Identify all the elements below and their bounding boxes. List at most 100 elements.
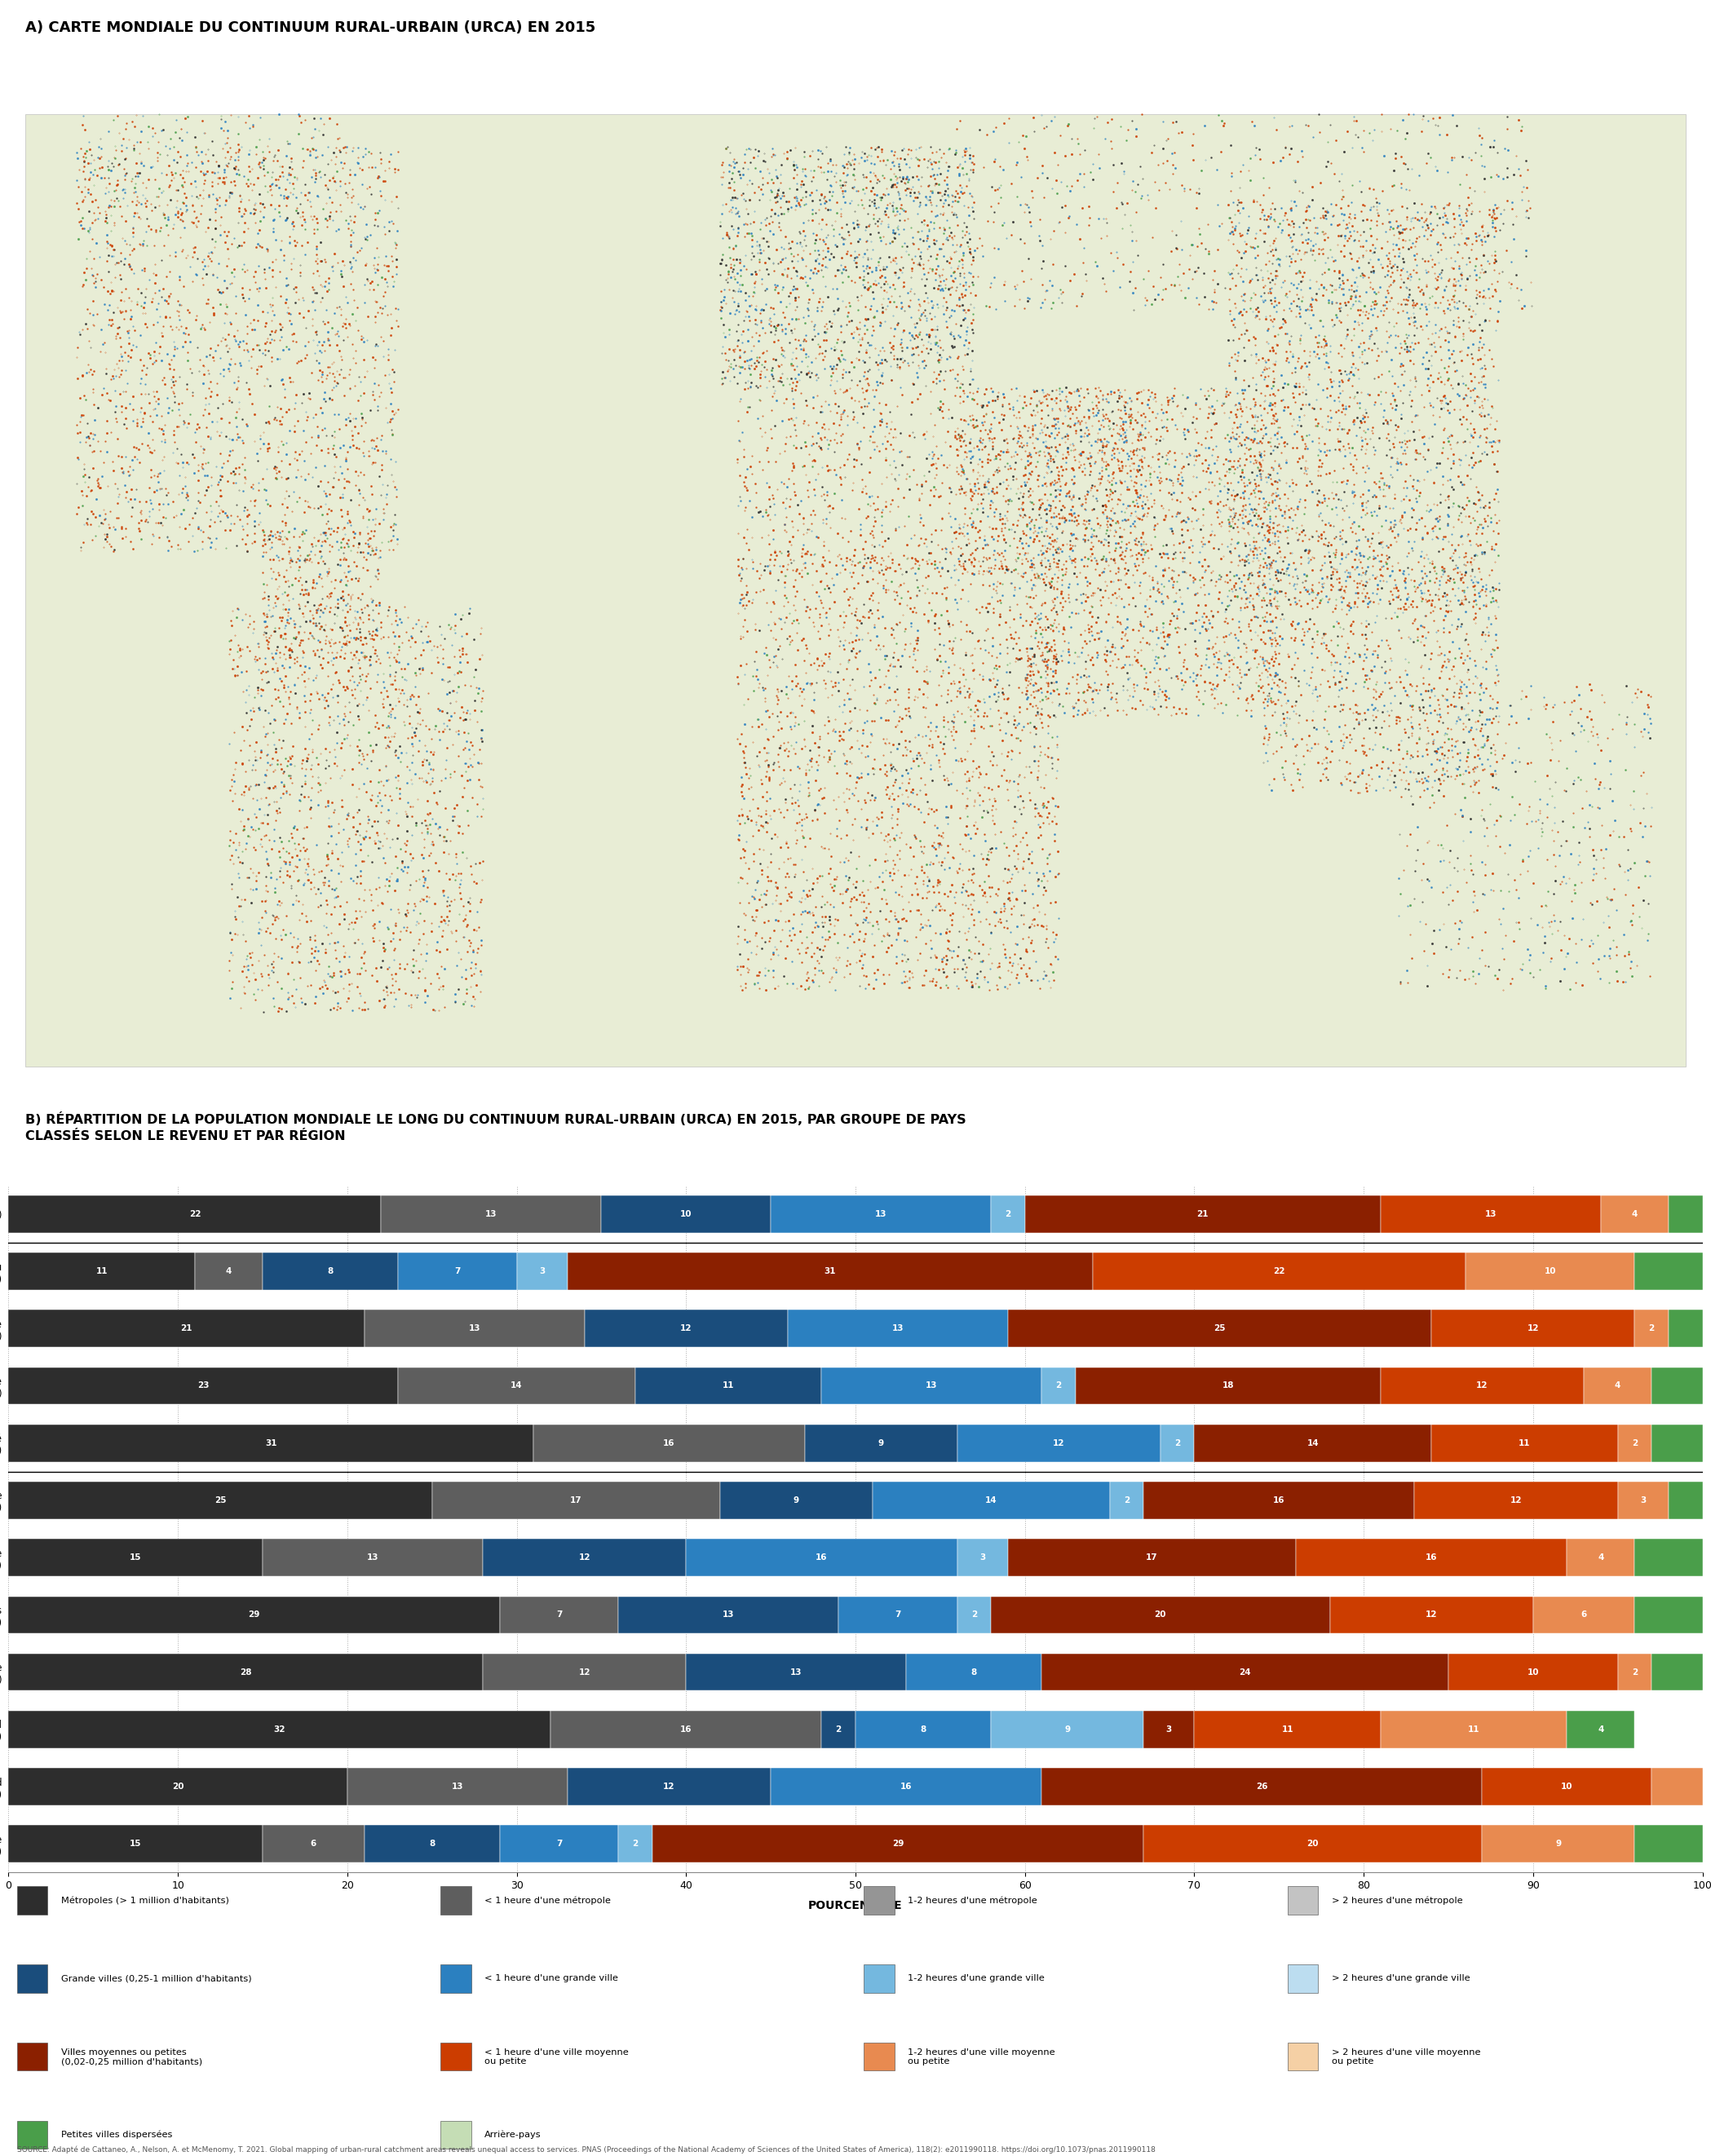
Text: 2: 2 bbox=[1056, 1382, 1063, 1391]
Text: 21: 21 bbox=[180, 1324, 192, 1332]
Bar bbox=[787, 1311, 1008, 1348]
Text: 17: 17 bbox=[1146, 1554, 1158, 1561]
Text: Villes moyennes ou petites
(0,02-0,25 million d'habitants): Villes moyennes ou petites (0,02-0,25 mi… bbox=[62, 2048, 202, 2065]
Bar bbox=[568, 1253, 1093, 1289]
Text: SOURCE: Adapté de Cattaneo, A., Nelson, A. et McMenomy, T. 2021. Global mapping : SOURCE: Adapté de Cattaneo, A., Nelson, … bbox=[17, 2145, 1155, 2154]
Text: 15: 15 bbox=[130, 1839, 142, 1848]
Bar bbox=[534, 1425, 804, 1462]
Text: 25: 25 bbox=[1213, 1324, 1225, 1332]
Text: 12: 12 bbox=[1052, 1438, 1064, 1447]
Text: 12: 12 bbox=[681, 1324, 691, 1332]
Text: 11: 11 bbox=[96, 1268, 108, 1276]
Text: 11: 11 bbox=[1519, 1438, 1531, 1447]
Text: 12: 12 bbox=[1528, 1324, 1538, 1332]
Bar bbox=[1008, 1539, 1295, 1576]
Bar bbox=[1617, 1481, 1668, 1520]
Text: 4: 4 bbox=[1598, 1725, 1603, 1733]
Bar bbox=[500, 1826, 618, 1863]
Bar bbox=[1668, 1481, 1702, 1520]
Bar bbox=[1076, 1367, 1381, 1404]
Bar bbox=[9, 1481, 431, 1520]
Text: 9: 9 bbox=[1555, 1839, 1562, 1848]
Text: 4: 4 bbox=[1615, 1382, 1620, 1391]
Text: 22: 22 bbox=[188, 1210, 200, 1218]
Text: 13: 13 bbox=[722, 1611, 734, 1619]
X-axis label: POURCENTAGE: POURCENTAGE bbox=[808, 1899, 903, 1912]
Text: 4: 4 bbox=[1632, 1210, 1637, 1218]
Bar bbox=[17, 1886, 48, 1915]
Bar bbox=[1567, 1539, 1634, 1576]
Bar bbox=[483, 1654, 686, 1690]
Bar bbox=[1651, 1768, 1702, 1805]
Bar bbox=[1634, 1539, 1702, 1576]
Text: 24: 24 bbox=[1239, 1669, 1251, 1675]
Text: 29: 29 bbox=[248, 1611, 260, 1619]
Text: 4: 4 bbox=[226, 1268, 231, 1276]
Bar bbox=[9, 1367, 399, 1404]
Bar bbox=[991, 1194, 1025, 1233]
Text: 28: 28 bbox=[240, 1669, 252, 1675]
Text: 2: 2 bbox=[1004, 1210, 1011, 1218]
Text: 13: 13 bbox=[790, 1669, 802, 1675]
Bar bbox=[1482, 1768, 1651, 1805]
Bar bbox=[9, 1194, 382, 1233]
Text: 23: 23 bbox=[197, 1382, 209, 1391]
Bar bbox=[873, 1481, 1109, 1520]
Text: 8: 8 bbox=[972, 1669, 977, 1675]
Bar bbox=[864, 2044, 895, 2070]
Bar bbox=[440, 1886, 471, 1915]
Bar bbox=[1194, 1425, 1432, 1462]
Text: 2: 2 bbox=[1124, 1496, 1129, 1505]
Bar bbox=[686, 1654, 907, 1690]
Bar bbox=[9, 1539, 263, 1576]
Bar bbox=[956, 1425, 1160, 1462]
Text: 2: 2 bbox=[972, 1611, 977, 1619]
Text: < 1 heure d'une grande ville: < 1 heure d'une grande ville bbox=[484, 1975, 618, 1984]
Text: 16: 16 bbox=[681, 1725, 691, 1733]
Text: > 2 heures d'une métropole: > 2 heures d'une métropole bbox=[1331, 1895, 1463, 1904]
Text: 12: 12 bbox=[1425, 1611, 1437, 1619]
Text: 9: 9 bbox=[794, 1496, 799, 1505]
Text: Grande villes (0,25-1 million d'habitants): Grande villes (0,25-1 million d'habitant… bbox=[62, 1975, 252, 1984]
Bar bbox=[1287, 1886, 1317, 1915]
Text: 10: 10 bbox=[1528, 1669, 1538, 1675]
Bar bbox=[9, 1768, 347, 1805]
Bar bbox=[1617, 1654, 1651, 1690]
Text: 6: 6 bbox=[1581, 1611, 1586, 1619]
Text: 2: 2 bbox=[633, 1839, 638, 1848]
Text: 3: 3 bbox=[1165, 1725, 1172, 1733]
Bar bbox=[1668, 1194, 1702, 1233]
Text: > 2 heures d'une ville moyenne
ou petite: > 2 heures d'une ville moyenne ou petite bbox=[1331, 2048, 1480, 2065]
Text: 8: 8 bbox=[327, 1268, 334, 1276]
Text: 21: 21 bbox=[1196, 1210, 1208, 1218]
Text: 13: 13 bbox=[452, 1783, 464, 1792]
Bar bbox=[263, 1253, 399, 1289]
Text: 16: 16 bbox=[664, 1438, 676, 1447]
Text: Métropoles (> 1 million d'habitants): Métropoles (> 1 million d'habitants) bbox=[62, 1895, 229, 1904]
Bar bbox=[1008, 1311, 1432, 1348]
Bar bbox=[585, 1311, 787, 1348]
Text: A) CARTE MONDIALE DU CONTINUUM RURAL-URBAIN (URCA) EN 2015: A) CARTE MONDIALE DU CONTINUUM RURAL-URB… bbox=[26, 22, 595, 34]
Text: 18: 18 bbox=[1222, 1382, 1234, 1391]
Bar bbox=[440, 1964, 471, 1992]
Text: 25: 25 bbox=[214, 1496, 226, 1505]
Text: B) RÉPARTITION DE LA POPULATION MONDIALE LE LONG DU CONTINUUM RURAL-URBAIN (URCA: B) RÉPARTITION DE LA POPULATION MONDIALE… bbox=[26, 1112, 967, 1143]
Bar bbox=[991, 1710, 1143, 1749]
Text: < 1 heure d'une métropole: < 1 heure d'une métropole bbox=[484, 1895, 611, 1904]
Bar bbox=[9, 1425, 534, 1462]
Text: 16: 16 bbox=[900, 1783, 912, 1792]
Bar bbox=[382, 1194, 601, 1233]
Text: 2: 2 bbox=[1632, 1438, 1637, 1447]
Bar bbox=[838, 1595, 956, 1634]
Text: 20: 20 bbox=[1155, 1611, 1167, 1619]
Text: 11: 11 bbox=[1468, 1725, 1480, 1733]
Bar bbox=[1668, 1311, 1702, 1348]
Bar bbox=[1287, 2044, 1317, 2070]
Text: 13: 13 bbox=[1485, 1210, 1497, 1218]
Bar bbox=[9, 1654, 483, 1690]
Bar bbox=[517, 1253, 568, 1289]
Text: 13: 13 bbox=[469, 1324, 481, 1332]
Bar bbox=[1601, 1194, 1668, 1233]
Bar bbox=[1143, 1710, 1194, 1749]
Text: Petites villes dispersées: Petites villes dispersées bbox=[62, 2130, 173, 2139]
